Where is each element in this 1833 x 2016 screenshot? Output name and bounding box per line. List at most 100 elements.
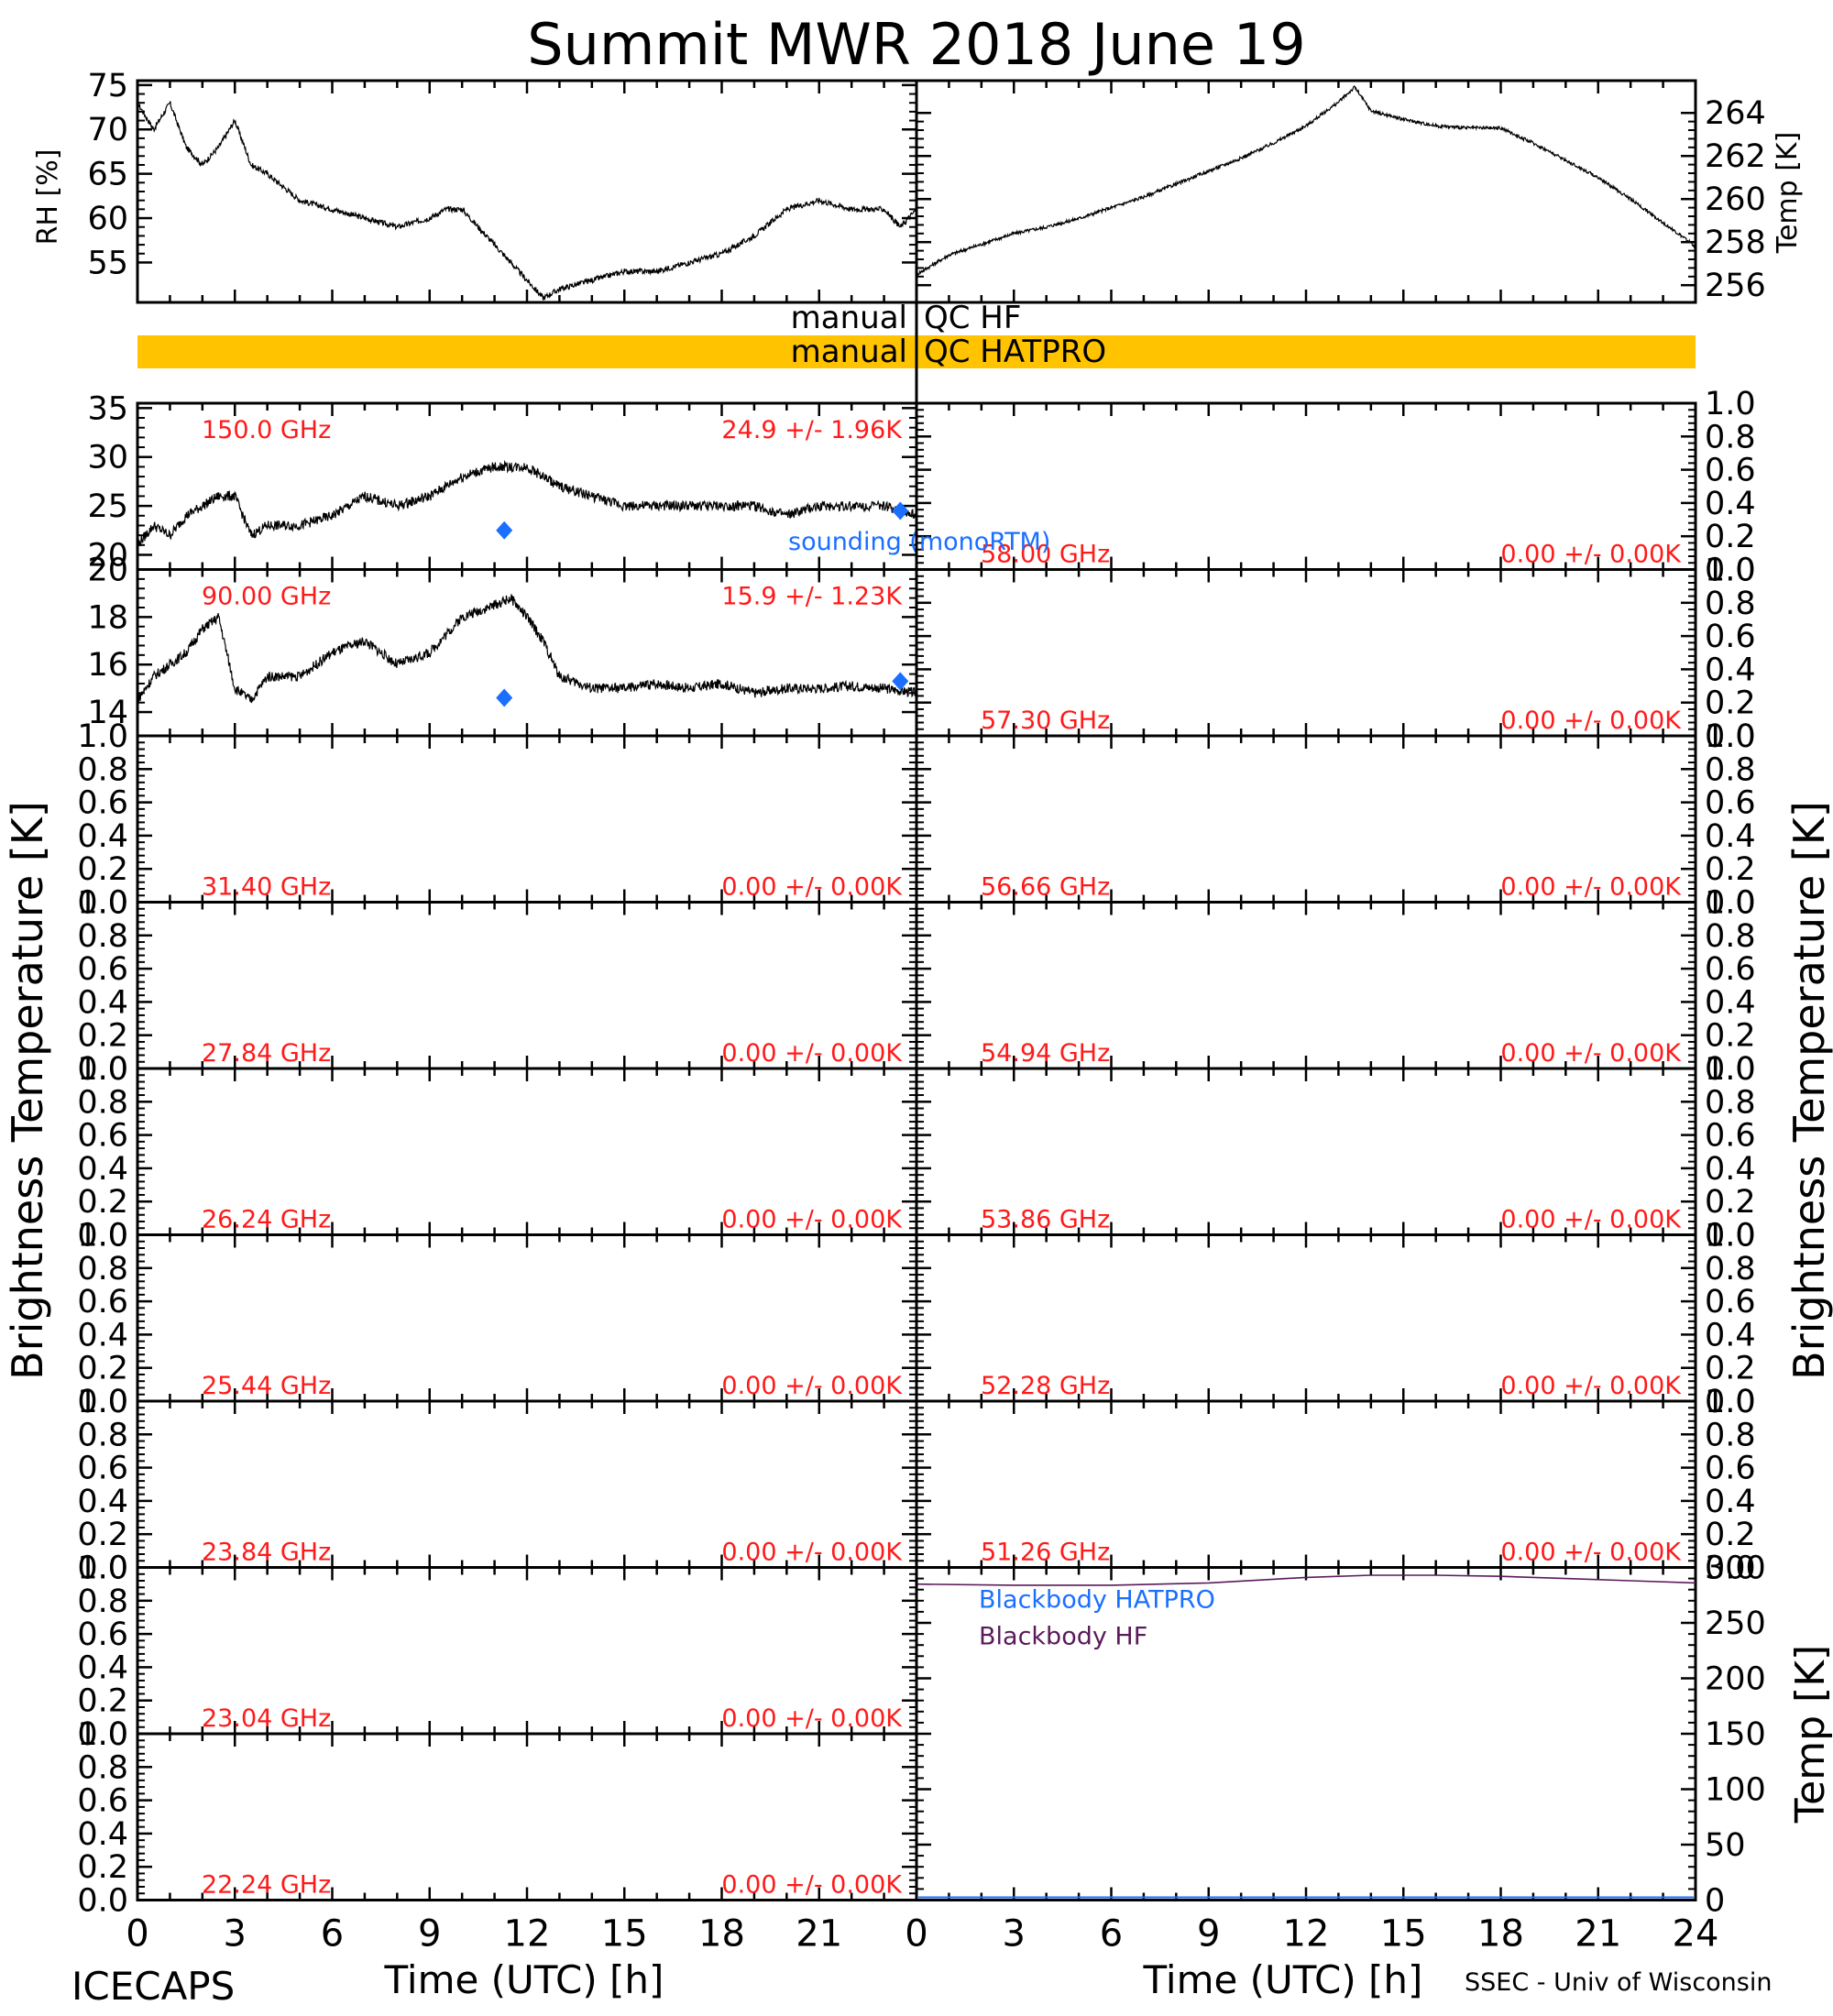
- y-tick-label: 0.8: [77, 1084, 128, 1121]
- y-tick-label: 0.4: [1705, 1151, 1756, 1188]
- y-tick-label: 0.0: [77, 885, 128, 922]
- qc-hf-left-label: manual: [791, 300, 907, 336]
- y-tick-label: 0.4: [1705, 818, 1756, 855]
- x-tick-label-right: 15: [1380, 1913, 1427, 1956]
- y-tick-label: 0.4: [77, 1484, 128, 1520]
- y-tick-label: 30: [87, 440, 128, 477]
- stats-label: 0.00 +/- 0.00K: [721, 873, 903, 902]
- stats-label: 24.9 +/- 1.96K: [721, 416, 903, 444]
- y-tick-label: 0.4: [77, 1317, 128, 1353]
- sounding-point: [892, 501, 909, 520]
- y-tick-label: 1.0: [1705, 1384, 1756, 1420]
- stats-label: 0.00 +/- 0.00K: [721, 1206, 903, 1234]
- x-tick-label-right: 12: [1283, 1913, 1330, 1956]
- y-tick-label: 264: [1705, 95, 1766, 132]
- panel-rh: 55 60 65 70 75: [87, 68, 918, 304]
- panel-tb_22_24: 0.00.20.40.60.81.022.24 GHz 0.00 +/- 0.00…: [77, 1716, 918, 1920]
- rh-ylabel: RH [%]: [32, 149, 64, 246]
- y-tick-label: 0.2: [1705, 1184, 1756, 1221]
- y-tick-label: 0: [1705, 1883, 1725, 1920]
- y-tick-label: 0.8: [77, 1251, 128, 1287]
- panel-tb_56_66: 0.00.20.40.60.81.056.66 GHz 0.00 +/- 0.00…: [915, 718, 1756, 922]
- y-tick-label: 1.0: [1705, 718, 1756, 755]
- y-tick-label: 0.4: [77, 818, 128, 855]
- y-tick-label: 0.8: [77, 1417, 128, 1453]
- y-tick-label: 0.2: [1705, 1018, 1756, 1055]
- stats-label: 0.00 +/- 0.00K: [1500, 1372, 1682, 1400]
- y-tick-label: 0.6: [1705, 1451, 1756, 1487]
- y-tick-label: 1.0: [1705, 1051, 1756, 1088]
- stats-label: 0.00 +/- 0.00K: [721, 1704, 903, 1733]
- y-tick-label: 0.0: [1705, 885, 1756, 922]
- y-tick-label: 55: [87, 245, 128, 281]
- y-tick-label: 300: [1705, 1550, 1766, 1587]
- panel-tb_53_86: 0.00.20.40.60.81.053.86 GHz 0.00 +/- 0.00…: [915, 1051, 1756, 1255]
- x-tick-label-left: 21: [796, 1913, 842, 1956]
- panel-tb_25_44: 0.00.20.40.60.81.025.44 GHz 0.00 +/- 0.00…: [77, 1218, 918, 1420]
- y-tick-label: 0.6: [77, 1451, 128, 1487]
- freq-label: 26.24 GHz: [202, 1206, 331, 1234]
- y-tick-label: 0.0: [77, 1051, 128, 1088]
- y-tick-label: 16: [87, 647, 128, 684]
- y-tick-label: 0.8: [77, 1583, 128, 1620]
- y-tick-label: 0.0: [77, 1716, 128, 1753]
- y-tick-label: 50: [1705, 1827, 1746, 1864]
- y-tick-label: 0.2: [77, 1683, 128, 1720]
- y-tick-label: 200: [1705, 1661, 1766, 1698]
- y-tick-label: 0.0: [77, 1550, 128, 1587]
- freq-label: 56.66 GHz: [981, 873, 1110, 902]
- stats-label: 0.00 +/- 0.00K: [721, 1039, 903, 1068]
- y-tick-label: 258: [1705, 225, 1766, 261]
- qc-hatpro-left-label: manual: [791, 334, 907, 370]
- y-tick-label: 0.2: [1705, 1517, 1756, 1553]
- y-tick-label: 0.2: [1705, 1351, 1756, 1387]
- panel-frame: [915, 1566, 1697, 1901]
- y-tick-label: 0.6: [77, 1284, 128, 1320]
- y-tick-label: 0.6: [77, 1616, 128, 1653]
- stats-label: 0.00 +/- 0.00K: [1500, 1206, 1682, 1234]
- freq-label: 25.44 GHz: [202, 1372, 331, 1400]
- freq-label: 22.24 GHz: [202, 1871, 331, 1900]
- y-tick-label: 0.4: [1705, 1317, 1756, 1353]
- y-tick-label: 0.8: [77, 1749, 128, 1786]
- y-tick-label: 0.8: [1705, 419, 1756, 455]
- y-tick-label: 1.0: [1705, 386, 1756, 422]
- y-tick-label: 1.0: [1705, 553, 1756, 589]
- y-tick-label: 0.4: [77, 1151, 128, 1188]
- y-tick-label: 0.4: [77, 984, 128, 1021]
- figure-title: Summit MWR 2018 June 19: [527, 11, 1305, 78]
- y-tick-label: 0.6: [1705, 453, 1756, 489]
- y-tick-label: 18: [87, 599, 128, 636]
- qc-hatpro-right-label: QC HATPRO: [924, 334, 1106, 370]
- panel-tb_90: 14 16 18 20 90.00 GHz 15.9 +/- 1.23K: [87, 553, 918, 738]
- y-tick-label: 0.2: [1705, 685, 1756, 722]
- x-tick-label-right: 21: [1575, 1913, 1621, 1956]
- y-tick-label: 0.4: [1705, 652, 1756, 688]
- y-tick-label: 260: [1705, 181, 1766, 218]
- sounding-point: [496, 520, 513, 540]
- y-tick-label: 0.0: [77, 1218, 128, 1255]
- x-tick-label-right: 0: [905, 1913, 927, 1956]
- y-tick-label: 0.8: [1705, 586, 1756, 622]
- panel-tb_23_84: 0.00.20.40.60.81.023.84 GHz 0.00 +/- 0.00…: [77, 1384, 918, 1587]
- sounding-legend-label: sounding (monoRTM): [788, 528, 1050, 556]
- y-tick-label: 0.0: [1705, 1550, 1756, 1587]
- y-tick-label: 1.0: [77, 1384, 128, 1420]
- legend-blackbody-hf: Blackbody HF: [979, 1623, 1147, 1651]
- y-tick-label: 1.0: [77, 885, 128, 922]
- y-tick-label: 20: [87, 537, 128, 574]
- y-tick-label: 0.6: [77, 1783, 128, 1820]
- y-tick-label: 20: [87, 553, 128, 589]
- y-tick-label: 0.4: [77, 1649, 128, 1686]
- y-tick-label: 100: [1705, 1772, 1766, 1809]
- series-line-rh-0: [137, 100, 917, 301]
- y-tick-label: 0.8: [1705, 1251, 1756, 1287]
- y-tick-label: 60: [87, 201, 128, 237]
- y-tick-label: 0.8: [1705, 751, 1756, 788]
- y-tick-label: 1.0: [77, 718, 128, 755]
- freq-label: 23.04 GHz: [202, 1704, 331, 1733]
- y-tick-label: 0.6: [77, 785, 128, 822]
- y-tick-label: 0.8: [77, 751, 128, 788]
- qc-hf-right-label: QC HF: [924, 300, 1021, 336]
